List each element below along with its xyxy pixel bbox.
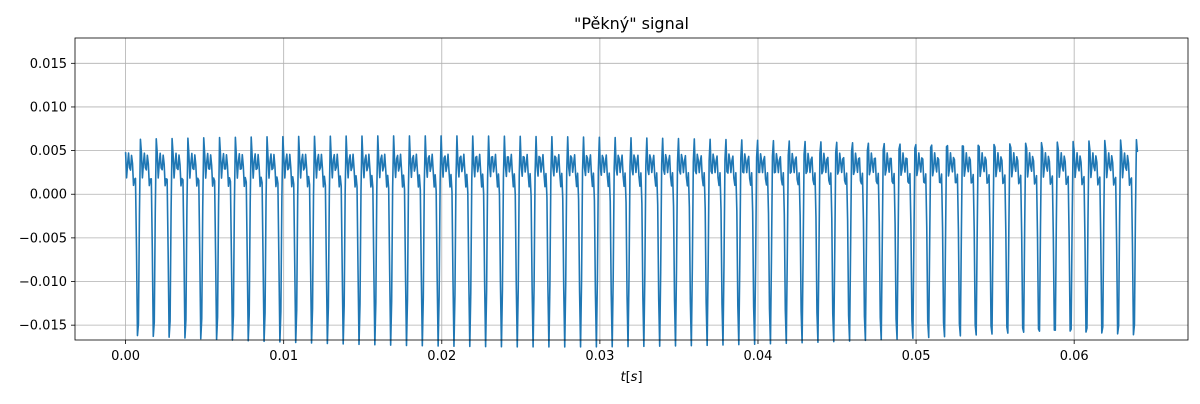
y-tick-label: 0.005	[30, 144, 67, 159]
signal-line	[124, 135, 1139, 348]
x-tick-label: 0.06	[1060, 349, 1089, 364]
x-tick-label: 0.04	[744, 349, 773, 364]
y-tick-label: −0.005	[19, 231, 67, 246]
y-tick-label: −0.015	[19, 319, 67, 334]
chart-title: "Pěkný" signal	[574, 14, 689, 33]
x-tick-label: 0.01	[269, 349, 298, 364]
x-axis-label: t[s]	[620, 370, 642, 385]
grid-layer	[75, 38, 1188, 340]
y-tick-label: 0.000	[30, 188, 67, 203]
axes-frame	[74, 37, 1189, 341]
series-layer	[124, 135, 1139, 348]
tick-layer: 0.00 0.01 0.02 0.03 0.04 0.05 0.06 −0.015 −0.010…	[19, 57, 1089, 364]
x-tick-label: 0.02	[427, 349, 456, 364]
x-tick-label: 0.00	[111, 349, 140, 364]
x-tick-label: 0.03	[585, 349, 614, 364]
x-tick-label: 0.05	[902, 349, 931, 364]
y-tick-label: −0.010	[19, 275, 67, 290]
y-tick-label: 0.015	[30, 57, 67, 72]
y-tick-label: 0.010	[30, 100, 67, 115]
